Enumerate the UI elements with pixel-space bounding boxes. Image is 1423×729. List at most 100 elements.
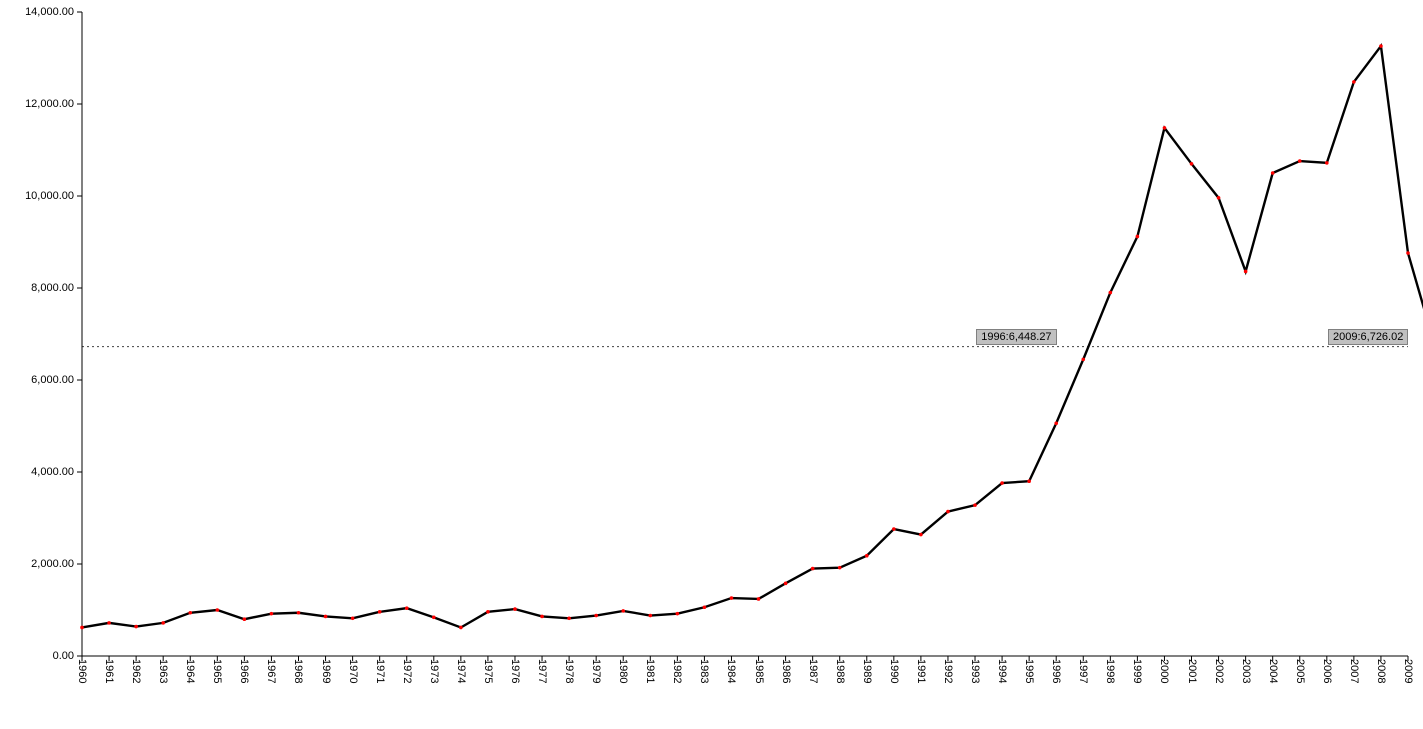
x-tick-label: 1999 xyxy=(1131,659,1143,683)
data-marker xyxy=(459,626,463,630)
x-tick-label: 2009 xyxy=(1402,659,1414,683)
data-marker xyxy=(486,610,490,614)
x-tick-label: 1966 xyxy=(238,659,250,683)
x-tick-label: 1967 xyxy=(265,659,277,683)
data-marker xyxy=(892,527,896,531)
y-tick-label: 10,000.00 xyxy=(0,190,74,202)
x-tick-label: 1960 xyxy=(76,659,88,683)
x-tick-label: 1969 xyxy=(320,659,332,683)
x-tick-label: 2003 xyxy=(1240,659,1252,683)
data-marker xyxy=(134,625,138,629)
y-tick-label: 8,000.00 xyxy=(0,282,74,294)
x-tick-label: 1965 xyxy=(211,659,223,683)
data-marker xyxy=(946,510,950,514)
x-tick-label: 1964 xyxy=(184,659,196,683)
x-tick-label: 2002 xyxy=(1213,659,1225,683)
x-tick-label: 1977 xyxy=(536,659,548,683)
x-tick-label: 2001 xyxy=(1186,659,1198,683)
x-tick-label: 2005 xyxy=(1294,659,1306,683)
data-marker xyxy=(243,617,247,621)
x-tick-label: 1971 xyxy=(374,659,386,683)
x-tick-label: 1970 xyxy=(347,659,359,683)
y-tick-labels: 0.002,000.004,000.006,000.008,000.0010,0… xyxy=(0,0,74,729)
data-marker xyxy=(1325,161,1329,165)
data-marker xyxy=(216,608,220,612)
data-marker xyxy=(757,597,761,601)
x-tick-label: 1979 xyxy=(590,659,602,683)
annotation-label: 1996:6,448.27 xyxy=(976,329,1056,345)
x-tick-label: 2006 xyxy=(1321,659,1333,683)
x-tick-label: 1973 xyxy=(428,659,440,683)
data-marker xyxy=(676,612,680,616)
x-tick-label: 1976 xyxy=(509,659,521,683)
data-marker xyxy=(351,616,355,620)
x-tick-label: 1981 xyxy=(644,659,656,683)
data-marker xyxy=(621,609,625,613)
y-tick-label: 12,000.00 xyxy=(0,98,74,110)
data-marker xyxy=(973,503,977,507)
data-marker xyxy=(1109,291,1113,295)
data-marker xyxy=(188,611,192,615)
data-marker xyxy=(80,626,84,630)
data-marker xyxy=(1271,171,1275,175)
data-marker xyxy=(1298,159,1302,163)
data-marker xyxy=(1000,481,1004,485)
x-tick-label: 1993 xyxy=(969,659,981,683)
data-marker xyxy=(432,616,436,620)
x-tick-label: 1961 xyxy=(103,659,115,683)
data-marker xyxy=(1244,270,1248,274)
chart-container: 0.002,000.004,000.006,000.008,000.0010,0… xyxy=(0,0,1423,729)
y-tick-label: 2,000.00 xyxy=(0,558,74,570)
data-marker xyxy=(107,621,111,625)
x-tick-label: 1986 xyxy=(780,659,792,683)
x-tick-label: 1989 xyxy=(861,659,873,683)
x-tick-label: 1962 xyxy=(130,659,142,683)
x-tick-labels: 1960 1961 1962 1963 1964 1965 1966 1967 1968 1969… xyxy=(0,656,1423,729)
data-marker xyxy=(1136,235,1140,239)
data-marker xyxy=(1163,126,1167,130)
data-marker xyxy=(513,607,517,611)
data-marker xyxy=(838,566,842,570)
data-marker xyxy=(270,612,274,616)
x-tick-label: 1997 xyxy=(1077,659,1089,683)
x-tick-label: 2004 xyxy=(1267,659,1279,683)
data-marker xyxy=(1406,251,1410,255)
x-tick-label: 1963 xyxy=(157,659,169,683)
y-tick-label: 6,000.00 xyxy=(0,374,74,386)
annotation-label: 2009:6,726.02 xyxy=(1328,329,1408,345)
x-tick-label: 1996 xyxy=(1050,659,1062,683)
x-tick-label: 1992 xyxy=(942,659,954,683)
x-tick-label: 1998 xyxy=(1104,659,1116,683)
data-marker xyxy=(405,606,409,610)
data-marker xyxy=(730,596,734,600)
data-marker xyxy=(1027,479,1031,483)
x-tick-label: 2008 xyxy=(1375,659,1387,683)
x-tick-label: 1982 xyxy=(671,659,683,683)
data-marker xyxy=(1190,162,1194,166)
data-marker xyxy=(865,554,869,558)
data-marker xyxy=(324,615,328,619)
y-tick-label: 4,000.00 xyxy=(0,466,74,478)
data-marker xyxy=(703,605,707,609)
data-marker xyxy=(297,611,301,615)
x-tick-label: 1991 xyxy=(915,659,927,683)
data-marker xyxy=(161,621,165,625)
data-marker xyxy=(567,616,571,620)
x-tick-label: 2007 xyxy=(1348,659,1360,683)
x-tick-label: 1994 xyxy=(996,659,1008,683)
data-marker xyxy=(784,582,788,586)
data-marker xyxy=(1352,80,1356,84)
x-tick-label: 1995 xyxy=(1023,659,1035,683)
data-marker xyxy=(1379,44,1383,48)
x-tick-label: 1985 xyxy=(753,659,765,683)
data-marker xyxy=(540,615,544,619)
data-marker xyxy=(648,614,652,618)
x-tick-label: 1968 xyxy=(292,659,304,683)
x-tick-label: 2000 xyxy=(1158,659,1170,683)
data-marker xyxy=(594,614,598,618)
chart-svg xyxy=(0,0,1423,729)
x-tick-label: 1980 xyxy=(617,659,629,683)
data-line xyxy=(82,46,1423,627)
x-tick-label: 1990 xyxy=(888,659,900,683)
y-tick-label: 14,000.00 xyxy=(0,6,74,18)
